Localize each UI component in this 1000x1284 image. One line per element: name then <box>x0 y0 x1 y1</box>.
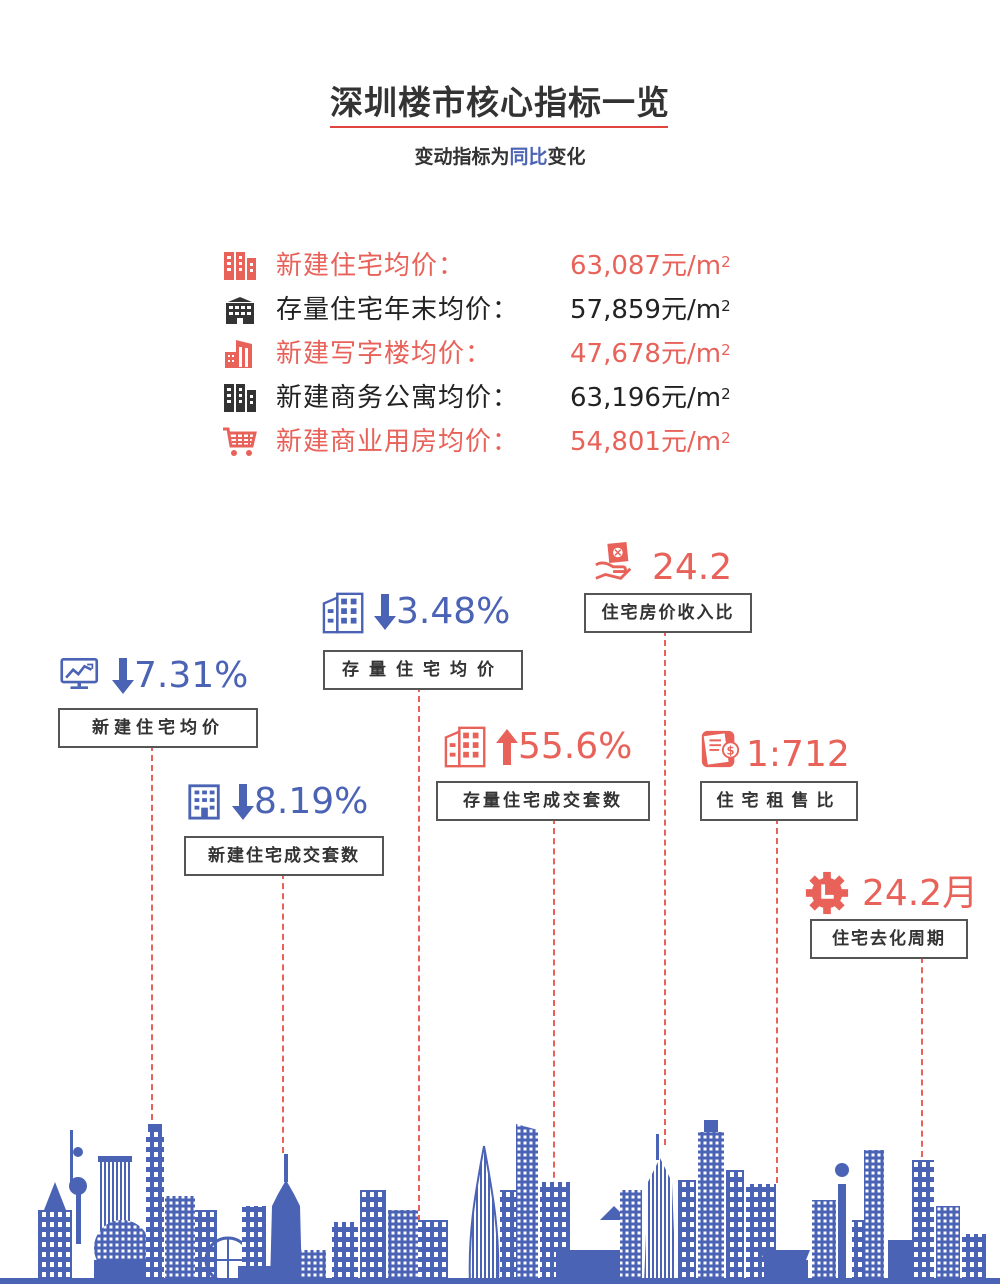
price-row-existing-residential: 存量住宅年末均价： 57,859元/m2 <box>222 290 782 330</box>
price-row-new-apartment: 新建商务公寓均价： 63,196元/m2 <box>222 378 782 418</box>
indicator-label-box: 新建住宅成交套数 <box>184 836 384 876</box>
price-label: 新建商业用房均价： <box>276 427 520 457</box>
city-skyline-illustration <box>0 1120 1000 1284</box>
arrow-up-icon <box>496 729 518 765</box>
office-block-icon <box>226 297 254 324</box>
price-label: 存量住宅年末均价： <box>276 295 520 325</box>
arrow-down-icon <box>112 658 134 694</box>
arrow-down-icon <box>374 594 396 630</box>
price-row-new-office: 新建写字楼均价： 47,678元/m2 <box>222 334 782 374</box>
price-value: 57,859元/m2 <box>570 295 731 325</box>
building-icon <box>322 590 370 638</box>
price-value: 63,196元/m2 <box>570 383 731 413</box>
connector-line <box>282 873 284 1153</box>
indicator-value: 7.31% <box>112 656 248 696</box>
indicator-value: 1:712 <box>746 734 850 775</box>
svg-text:$: $ <box>727 744 735 758</box>
indicator-value: 24.2 <box>652 547 733 588</box>
chart-monitor-icon <box>60 656 108 698</box>
arrow-down-icon <box>232 784 254 820</box>
indicator-label-box: 住宅房价收入比 <box>584 593 752 633</box>
connector-line <box>418 686 420 1221</box>
apartment-building-icon <box>224 252 256 280</box>
price-value: 47,678元/m2 <box>570 339 731 369</box>
building-icon <box>186 782 226 822</box>
connector-line <box>151 745 153 1130</box>
indicator-value: 24.2月 <box>862 873 979 914</box>
indicator-label-box: 存量住宅成交套数 <box>436 781 650 821</box>
page-subtitle: 变动指标为同比变化 <box>0 142 1000 169</box>
price-label: 新建住宅均价： <box>276 251 466 281</box>
page-title: 深圳楼市核心指标一览 <box>330 83 670 122</box>
apartment-building-icon <box>224 384 256 412</box>
wallet-icon: $ <box>698 727 744 773</box>
connector-line <box>553 818 555 1198</box>
connector-line <box>776 818 778 1183</box>
price-label: 新建商务公寓均价： <box>276 383 520 413</box>
subtitle-highlight: 同比 <box>509 146 548 168</box>
price-label: 新建写字楼均价： <box>276 339 493 369</box>
indicator-label-box: 住宅去化周期 <box>810 919 968 959</box>
price-row-new-commercial: 新建商业用房均价： 54,801元/m2 <box>222 422 782 462</box>
indicator-value: 8.19% <box>232 782 368 822</box>
title-underline <box>330 126 668 128</box>
shopping-cart-icon <box>223 427 257 456</box>
price-value: 63,087元/m2 <box>570 251 731 281</box>
connector-line <box>921 957 923 1157</box>
subtitle-prefix: 变动指标为 <box>414 146 510 168</box>
building-icon <box>444 724 492 772</box>
connector-line <box>664 630 666 1145</box>
money-hand-icon <box>594 540 638 588</box>
price-row-new-residential: 新建住宅均价： 63,087元/m2 <box>222 246 782 286</box>
indicator-label-box: 存量住宅均价 <box>323 650 523 690</box>
indicator-value: 3.48% <box>374 592 510 632</box>
indicator-value: 55.6% <box>496 727 632 767</box>
clock-gear-icon <box>804 870 852 918</box>
indicator-label-box: 住宅租售比 <box>700 781 858 821</box>
subtitle-suffix: 变化 <box>547 146 586 168</box>
indicator-label-box: 新建住宅均价 <box>58 708 258 748</box>
price-value: 54,801元/m2 <box>570 427 731 457</box>
office-tower-icon <box>225 340 252 368</box>
